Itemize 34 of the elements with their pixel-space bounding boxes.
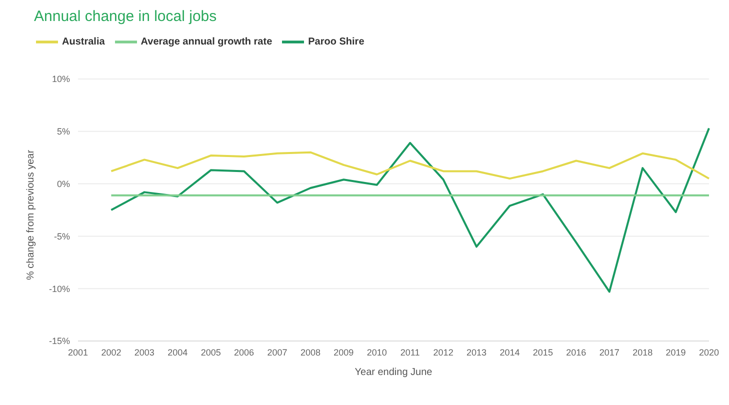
x-tick-label: 2019 bbox=[666, 347, 686, 358]
legend-label: Australia bbox=[62, 36, 105, 48]
x-tick-label: 2005 bbox=[200, 347, 221, 358]
x-tick-label: 2015 bbox=[532, 347, 553, 358]
y-tick-label: 5% bbox=[56, 126, 70, 137]
x-tick-label: 2017 bbox=[599, 347, 620, 358]
y-axis-title: % change from previous year bbox=[26, 149, 37, 280]
legend-label: Average annual growth rate bbox=[140, 36, 272, 48]
y-tick-label: -15% bbox=[48, 336, 70, 346]
x-tick-label: 2009 bbox=[334, 347, 354, 358]
y-tick-label: 0% bbox=[56, 178, 70, 189]
x-tick-label: 2010 bbox=[366, 347, 387, 358]
x-tick-label: 2014 bbox=[500, 347, 520, 358]
line-series bbox=[110, 127, 710, 293]
y-tick-label: 10% bbox=[52, 74, 70, 84]
chart-title: Annual change in local jobs bbox=[34, 8, 218, 25]
x-tick-label: 2011 bbox=[400, 347, 420, 358]
x-tick-label: 2006 bbox=[234, 347, 254, 358]
legend-label: Paroo Shire bbox=[308, 36, 364, 48]
x-tick-label: 2002 bbox=[101, 347, 122, 358]
x-tick-label: 2003 bbox=[134, 347, 154, 358]
x-tick-label: 2020 bbox=[698, 347, 720, 358]
x-tick-label: 2001 bbox=[68, 347, 88, 358]
x-tick-label: 2004 bbox=[168, 347, 188, 358]
x-tick-label: 2013 bbox=[466, 347, 487, 358]
x-tick-label: 2018 bbox=[632, 347, 653, 358]
x-axis-title: Year ending June bbox=[354, 367, 433, 378]
x-tick-label: 2007 bbox=[267, 347, 288, 358]
line-series bbox=[110, 151, 710, 180]
y-tick-label: -5% bbox=[54, 231, 70, 242]
x-tick-label: 2012 bbox=[433, 347, 454, 358]
x-tick-label: 2016 bbox=[566, 347, 586, 358]
x-tick-label: 2008 bbox=[300, 347, 320, 358]
y-tick-label: -10% bbox=[48, 284, 70, 294]
